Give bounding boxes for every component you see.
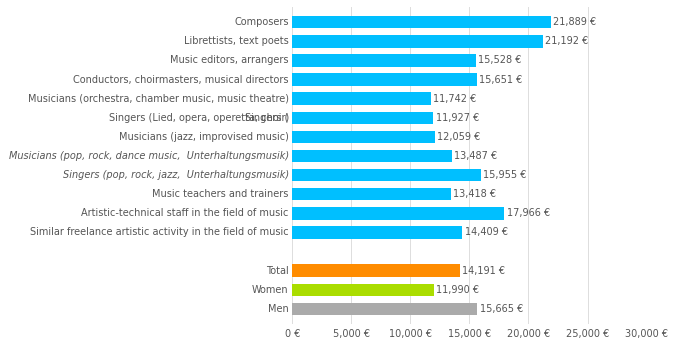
Text: Total: Total: [266, 266, 289, 276]
Text: Artistic-technical staff in the field of music: Artistic-technical staff in the field of…: [82, 208, 289, 218]
Bar: [292, 111, 433, 124]
Bar: [292, 188, 451, 200]
Text: Similar freelance artistic activity in the field of music: Similar freelance artistic activity in t…: [30, 227, 289, 237]
Bar: [292, 303, 477, 315]
Text: 15,665 €: 15,665 €: [480, 304, 523, 314]
Text: 11,742 €: 11,742 €: [433, 94, 477, 104]
Text: Musicians (orchestra, chamber music, music theatre): Musicians (orchestra, chamber music, mus…: [28, 94, 289, 104]
Bar: [292, 226, 462, 239]
Text: 13,487 €: 13,487 €: [454, 151, 497, 161]
Text: 11,927 €: 11,927 €: [435, 113, 479, 123]
Bar: [292, 207, 504, 220]
Text: Singers (pop, rock, jazz,  ​Unterhaltungsmusik​): Singers (pop, rock, jazz, ​Unterhaltungs…: [63, 170, 289, 180]
Text: Musicians (pop, rock, dance music,  ​Unterhaltungsmusik​): Musicians (pop, rock, dance music, ​Unte…: [9, 151, 289, 161]
Bar: [292, 169, 481, 181]
Bar: [292, 16, 551, 28]
Text: 15,651 €: 15,651 €: [479, 75, 522, 84]
Text: 15,955 €: 15,955 €: [483, 170, 526, 180]
Text: 15,528 €: 15,528 €: [478, 55, 521, 65]
Text: 21,889 €: 21,889 €: [553, 17, 596, 27]
Text: Librettists, text poets: Librettists, text poets: [184, 36, 289, 46]
Bar: [292, 73, 477, 86]
Bar: [292, 35, 543, 47]
Text: 13,418 €: 13,418 €: [453, 189, 496, 199]
Text: Composers: Composers: [234, 17, 289, 27]
Text: 17,966 €: 17,966 €: [507, 208, 550, 218]
Bar: [292, 92, 431, 105]
Text: Music editors, arrangers: Music editors, arrangers: [170, 55, 289, 65]
Bar: [292, 54, 476, 67]
Text: Women: Women: [252, 285, 289, 295]
Text: Music teachers and trainers: Music teachers and trainers: [153, 189, 289, 199]
Text: 14,191 €: 14,191 €: [462, 266, 505, 276]
Bar: [292, 284, 434, 296]
Bar: [292, 264, 460, 277]
Text: Men: Men: [268, 304, 289, 314]
Text: Singers (​Lied​, opera, operetta, choir): Singers (​Lied​, opera, operetta, choir): [109, 113, 289, 123]
Text: 12,059 €: 12,059 €: [437, 132, 481, 142]
Text: 11,990 €: 11,990 €: [436, 285, 479, 295]
Text: Conductors, choirmasters, musical directors: Conductors, choirmasters, musical direct…: [74, 75, 289, 84]
Text: Singers (​: Singers (​: [246, 113, 289, 123]
Text: Musicians (jazz, improvised music): Musicians (jazz, improvised music): [119, 132, 289, 142]
Bar: [292, 131, 435, 143]
Text: 14,409 €: 14,409 €: [465, 227, 508, 237]
Text: 21,192 €: 21,192 €: [545, 36, 588, 46]
Bar: [292, 150, 452, 162]
